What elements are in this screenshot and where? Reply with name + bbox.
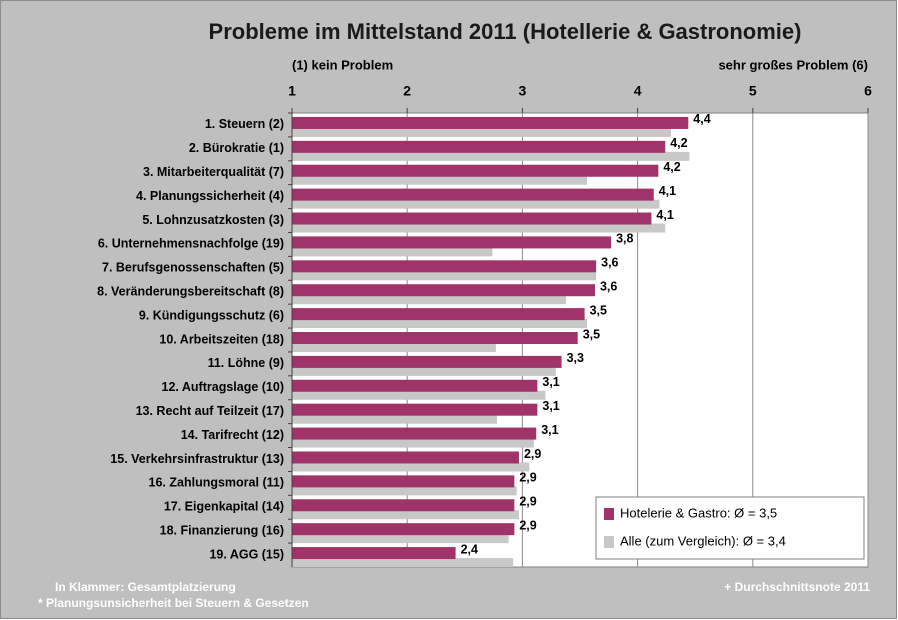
y-tick-label: 6. Unternehmensnachfolge (19) xyxy=(98,237,284,251)
bar xyxy=(292,236,612,249)
bar xyxy=(292,175,587,185)
data-label: 3,1 xyxy=(542,399,559,413)
data-label: 3,8 xyxy=(616,232,633,246)
bar xyxy=(292,427,537,440)
bar xyxy=(292,343,496,352)
data-label: 4,2 xyxy=(670,136,687,150)
data-label: 2,4 xyxy=(461,542,478,556)
bar xyxy=(292,451,519,464)
bar xyxy=(292,212,652,225)
bar xyxy=(292,332,578,344)
bar xyxy=(292,486,517,496)
y-tick-label: 5. Lohnzusatzkosten (3) xyxy=(142,213,284,227)
bar xyxy=(292,475,515,488)
bar xyxy=(292,438,534,448)
x-tick-label: 2 xyxy=(403,83,411,99)
bar xyxy=(292,414,498,424)
bar xyxy=(292,355,562,368)
bar xyxy=(292,151,690,161)
y-tick-label: 18. Finanzierung (16) xyxy=(160,523,284,537)
bar xyxy=(292,308,585,321)
data-label: 3,5 xyxy=(590,303,607,317)
axis-label: sehr großes Problem (6) xyxy=(718,57,868,72)
y-tick-label: 8. Veränderungsbereitschaft (8) xyxy=(97,285,284,299)
y-tick-label: 4. Planungssicherheit (4) xyxy=(136,189,284,203)
bar xyxy=(292,499,515,512)
bar xyxy=(292,462,530,472)
y-tick-label: 17. Eigenkapital (14) xyxy=(164,500,284,514)
y-tick-label: 11. Löhne (9) xyxy=(208,356,284,370)
y-tick-label: 19. AGG (15) xyxy=(209,547,284,561)
bar xyxy=(292,271,597,281)
x-tick-label: 4 xyxy=(634,83,642,99)
bar xyxy=(292,140,666,153)
bar xyxy=(292,295,567,305)
axis-label: (1) kein Problem xyxy=(292,57,393,72)
x-tick-label: 5 xyxy=(749,83,757,99)
data-label: 4,4 xyxy=(693,112,710,126)
bar xyxy=(292,366,556,376)
data-label: 3,6 xyxy=(601,256,618,270)
y-tick-label: 12. Auftragslage (10) xyxy=(162,380,285,394)
y-tick-label: 9. Kündigungsschutz (6) xyxy=(139,308,284,322)
y-tick-label: 3. Mitarbeiterqualität (7) xyxy=(143,165,284,179)
bar xyxy=(292,260,597,273)
legend-swatch xyxy=(604,508,614,520)
y-tick-label: 7. Berufsgenossenschaften (5) xyxy=(102,261,284,275)
data-label: 4,1 xyxy=(659,184,676,198)
bar xyxy=(292,558,514,568)
x-tick-label: 1 xyxy=(288,83,296,99)
y-tick-label: 13. Recht auf Teilzeit (17) xyxy=(136,404,284,418)
bar xyxy=(292,319,587,329)
data-label: 4,1 xyxy=(656,208,673,222)
bar xyxy=(292,534,509,544)
x-tick-label: 6 xyxy=(864,83,872,99)
chart-title: Probleme im Mittelstand 2011 (Hotellerie… xyxy=(209,19,802,44)
y-tick-label: 15. Verkehrsinfrastruktur (13) xyxy=(110,452,284,466)
y-tick-label: 1. Steuern (2) xyxy=(205,117,284,131)
footnote: In Klammer: Gesamtplatzierung xyxy=(55,580,236,594)
y-tick-label: 14. Tarifrecht (12) xyxy=(181,428,284,442)
footnote: * Planungsunsicherheit bei Steuern & Ges… xyxy=(38,596,309,610)
y-tick-label: 2. Bürokratie (1) xyxy=(189,141,284,155)
bar xyxy=(292,247,493,257)
bar xyxy=(292,510,519,520)
legend-swatch xyxy=(604,536,614,548)
legend-label: Hotelerie & Gastro: Ø = 3,5 xyxy=(620,505,777,520)
bar xyxy=(292,284,595,297)
legend-box xyxy=(595,496,865,560)
data-label: 4,2 xyxy=(663,160,680,174)
data-label: 2,9 xyxy=(519,518,536,532)
data-label: 3,6 xyxy=(600,280,617,294)
bar xyxy=(292,127,672,137)
bar xyxy=(292,199,660,209)
bar xyxy=(292,223,666,233)
legend-label: Alle (zum Vergleich): Ø = 3,4 xyxy=(620,533,786,548)
bar xyxy=(292,188,654,201)
bar xyxy=(292,164,659,177)
data-label: 3,5 xyxy=(583,327,600,341)
y-tick-label: 16. Zahlungsmoral (11) xyxy=(149,476,284,490)
bar xyxy=(292,379,538,392)
bar xyxy=(292,403,538,416)
data-label: 3,1 xyxy=(542,375,559,389)
data-label: 2,9 xyxy=(524,447,541,461)
bar xyxy=(292,116,689,129)
footnote: + Durchschnittsnote 2011 xyxy=(724,580,870,594)
data-label: 3,3 xyxy=(567,351,584,365)
x-tick-label: 3 xyxy=(519,83,527,99)
bar xyxy=(292,523,515,536)
data-label: 2,9 xyxy=(519,495,536,509)
data-label: 3,1 xyxy=(541,423,558,437)
bar xyxy=(292,547,456,560)
data-label: 2,9 xyxy=(519,471,536,485)
bar xyxy=(292,390,546,400)
y-tick-label: 10. Arbeitszeiten (18) xyxy=(159,332,284,346)
